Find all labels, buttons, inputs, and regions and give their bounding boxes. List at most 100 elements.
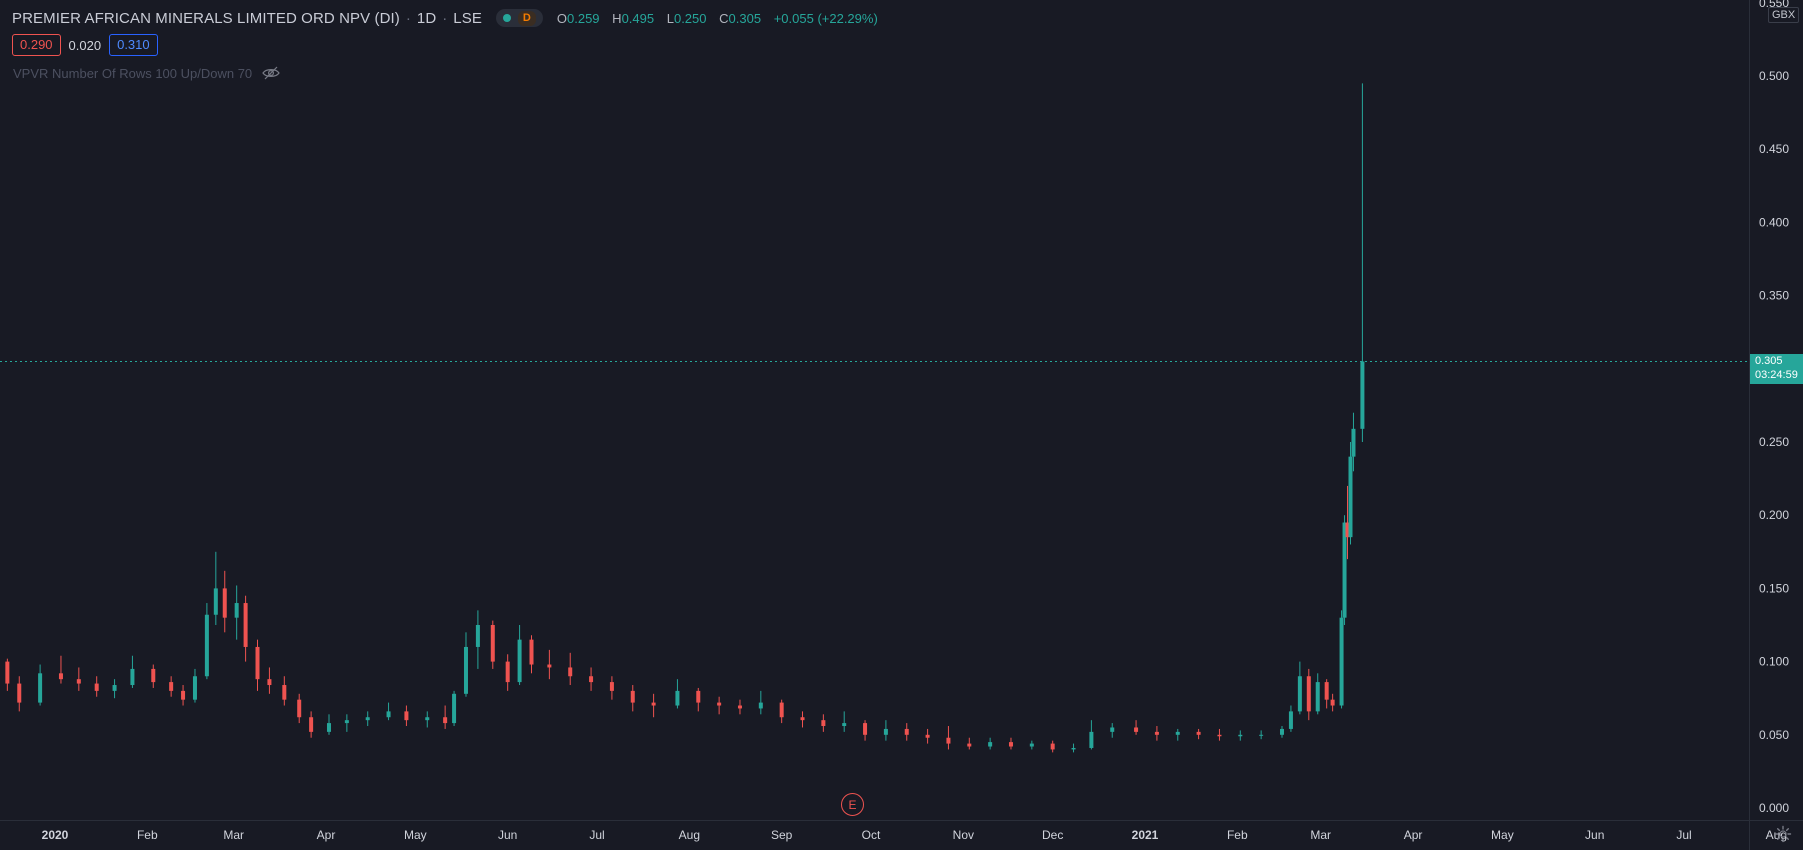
candle-body	[717, 702, 722, 706]
candle-body	[38, 673, 43, 703]
candle	[1360, 83, 1365, 442]
price-tick-label: 0.400	[1759, 215, 1789, 229]
candle-body	[76, 679, 81, 684]
time-tick-label: May	[404, 828, 427, 842]
candle	[130, 655, 135, 688]
candle	[204, 603, 209, 680]
candle	[779, 699, 784, 724]
candles-layer	[5, 83, 1365, 753]
candle-body	[883, 728, 888, 735]
candle	[192, 668, 197, 703]
candle	[94, 676, 99, 697]
earnings-marker[interactable]: E	[841, 793, 864, 816]
candle-body	[1196, 731, 1201, 735]
candle	[365, 711, 370, 727]
candle	[1175, 728, 1180, 741]
candle-body	[169, 682, 174, 691]
candle-body	[1348, 456, 1353, 538]
bar-countdown: 03:24:59	[1755, 369, 1798, 381]
candle	[675, 679, 680, 709]
time-tick-label: Jun	[498, 828, 517, 842]
indicator-label[interactable]: VPVR Number Of Rows 100 Up/Down 70	[13, 65, 253, 81]
time-tick-label: Mar	[1310, 828, 1331, 842]
candle	[863, 720, 868, 741]
candle-body	[452, 693, 457, 724]
candle-body	[863, 723, 868, 735]
candle	[1050, 740, 1055, 753]
last-price-label: 0.305 03:24:59	[1750, 354, 1803, 384]
candle	[505, 654, 510, 691]
candle-body	[443, 717, 448, 724]
candle-body	[821, 720, 826, 727]
time-tick-label: 2021	[1132, 828, 1159, 842]
candle-body	[800, 717, 805, 721]
candle-body	[1071, 747, 1076, 750]
candle	[1029, 740, 1034, 750]
time-axis[interactable]: 2020 Feb Mar Apr May Jun Jul Aug Sep Oct Nov Dec 202…	[42, 828, 1787, 842]
candle-body	[425, 717, 430, 721]
time-tick-label: Oct	[862, 828, 881, 842]
symbol-title[interactable]: PREMIER AFRICAN MINERALS LIMITED ORD NPV…	[12, 9, 400, 27]
candle	[234, 585, 239, 640]
time-tick-label: 2020	[42, 828, 69, 842]
time-tick-label: Nov	[953, 828, 974, 842]
candle	[151, 664, 156, 688]
indicator-legend: VPVR Number Of Rows 100 Up/Down 70	[13, 64, 280, 82]
sell-price-button[interactable]: 0.290	[12, 34, 61, 56]
candle	[758, 690, 763, 715]
candle	[1089, 720, 1094, 750]
candle	[696, 687, 701, 712]
candle-body	[1279, 728, 1284, 735]
candle	[517, 625, 522, 686]
candle	[1348, 442, 1353, 545]
candle	[222, 570, 227, 633]
candle-body	[589, 676, 594, 683]
candle	[800, 711, 805, 728]
candle-body	[946, 737, 951, 744]
price-tick-label: 0.100	[1759, 655, 1789, 669]
candle-body	[475, 625, 480, 647]
market-status-badge[interactable]: D	[495, 9, 543, 27]
symbol-legend: PREMIER AFRICAN MINERALS LIMITED ORD NPV…	[12, 8, 878, 28]
eye-off-icon[interactable]	[262, 66, 280, 80]
candle-body	[1360, 361, 1365, 429]
candle	[589, 667, 594, 691]
candle-body	[463, 646, 468, 694]
price-tick-label: 0.350	[1759, 289, 1789, 303]
candle	[297, 693, 302, 724]
price-tick-label: 0.450	[1759, 142, 1789, 156]
candle-body	[94, 683, 99, 691]
interval-label[interactable]: 1D	[416, 9, 437, 27]
candle	[169, 676, 174, 697]
candle	[267, 667, 272, 694]
price-axis[interactable]: 0.000 0.050 0.100 0.150 0.200 0.250 0.350 0.400…	[1759, 0, 1789, 815]
candle	[547, 649, 552, 680]
gear-icon[interactable]	[1774, 825, 1792, 843]
candle-body	[1175, 731, 1180, 735]
candle	[326, 714, 331, 735]
candle	[490, 620, 495, 669]
candle	[967, 737, 972, 750]
candle-body	[282, 685, 287, 700]
candle	[1110, 723, 1115, 738]
candle	[1196, 728, 1201, 740]
candle	[463, 632, 468, 697]
candle	[1259, 730, 1264, 740]
buy-price-button[interactable]: 0.310	[109, 34, 158, 56]
candle-body	[1134, 727, 1139, 732]
candle	[1071, 743, 1076, 753]
candle	[443, 705, 448, 729]
open-label: O	[556, 10, 567, 26]
candle-body	[1330, 699, 1335, 706]
candle	[1134, 720, 1139, 735]
candle	[386, 702, 391, 721]
candle	[243, 595, 248, 662]
candle-body	[1238, 734, 1243, 737]
candle-body	[326, 723, 331, 732]
candle-body	[130, 668, 135, 686]
candle-body	[505, 661, 510, 683]
candle	[475, 610, 480, 669]
candle	[404, 705, 409, 727]
currency-label[interactable]: GBX	[1768, 7, 1800, 23]
